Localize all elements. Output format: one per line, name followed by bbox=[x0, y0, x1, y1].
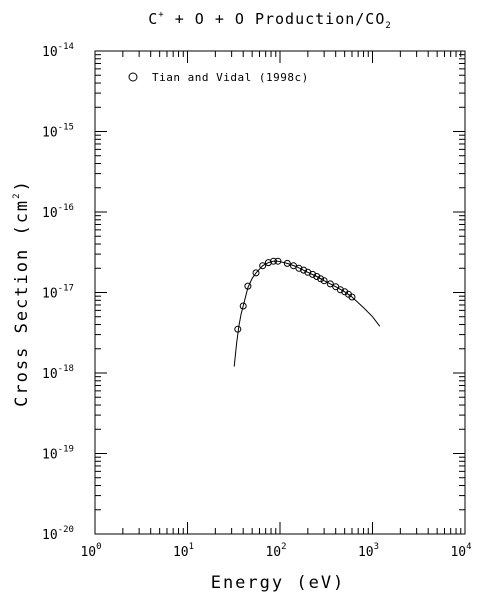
data-point bbox=[252, 269, 260, 277]
fit-curve-line bbox=[233, 260, 381, 367]
data-point bbox=[317, 275, 325, 283]
y-tick-labels: 10-20 10-19 10-18 10-17 10-16 10-15 10-14 bbox=[42, 42, 74, 543]
data-point bbox=[332, 283, 340, 291]
data-point bbox=[326, 280, 334, 288]
data-point bbox=[283, 259, 291, 267]
legend-entry: Tian and Vidal (1998c) bbox=[152, 71, 309, 84]
y-tick-label: 10-18 bbox=[42, 364, 74, 382]
chart-title: C+ + O + O Production/CO2 bbox=[148, 10, 392, 31]
data-point bbox=[274, 257, 282, 265]
data-points bbox=[234, 257, 356, 333]
y-tick-label: 10-20 bbox=[42, 525, 74, 543]
data-point bbox=[348, 293, 356, 301]
x-tick-label: 104 bbox=[450, 542, 471, 560]
fit-curve bbox=[233, 260, 381, 367]
data-point bbox=[234, 325, 242, 333]
data-point bbox=[313, 273, 321, 280]
plot-frame bbox=[94, 50, 466, 535]
data-point bbox=[300, 266, 308, 274]
axis-ticks bbox=[94, 51, 465, 535]
x-axis-label: Energy (eV) bbox=[211, 573, 346, 593]
data-point bbox=[259, 262, 267, 270]
data-point bbox=[264, 259, 272, 267]
x-tick-label: 100 bbox=[80, 542, 101, 560]
y-tick-label: 10-16 bbox=[42, 203, 74, 221]
y-tick-label: 10-19 bbox=[42, 445, 74, 463]
x-tick-label: 101 bbox=[173, 542, 194, 560]
data-point bbox=[239, 302, 247, 310]
y-tick-label: 10-17 bbox=[42, 284, 74, 302]
y-tick-label: 10-14 bbox=[42, 42, 74, 60]
y-axis-label: Cross Section (cm2) bbox=[12, 179, 32, 407]
data-point bbox=[320, 277, 328, 285]
x-tick-label: 103 bbox=[358, 542, 379, 560]
data-point bbox=[244, 282, 252, 290]
legend: Tian and Vidal (1998c) bbox=[128, 71, 309, 84]
x-tick-labels: 100 101 102 103 104 bbox=[80, 542, 471, 560]
data-point bbox=[290, 262, 297, 270]
data-point bbox=[309, 270, 317, 278]
data-point bbox=[336, 286, 344, 294]
legend-marker-circle bbox=[128, 72, 138, 82]
x-tick-label: 102 bbox=[265, 542, 286, 560]
y-tick-label: 10-15 bbox=[42, 123, 74, 141]
data-point bbox=[270, 257, 277, 265]
data-point bbox=[295, 264, 303, 272]
